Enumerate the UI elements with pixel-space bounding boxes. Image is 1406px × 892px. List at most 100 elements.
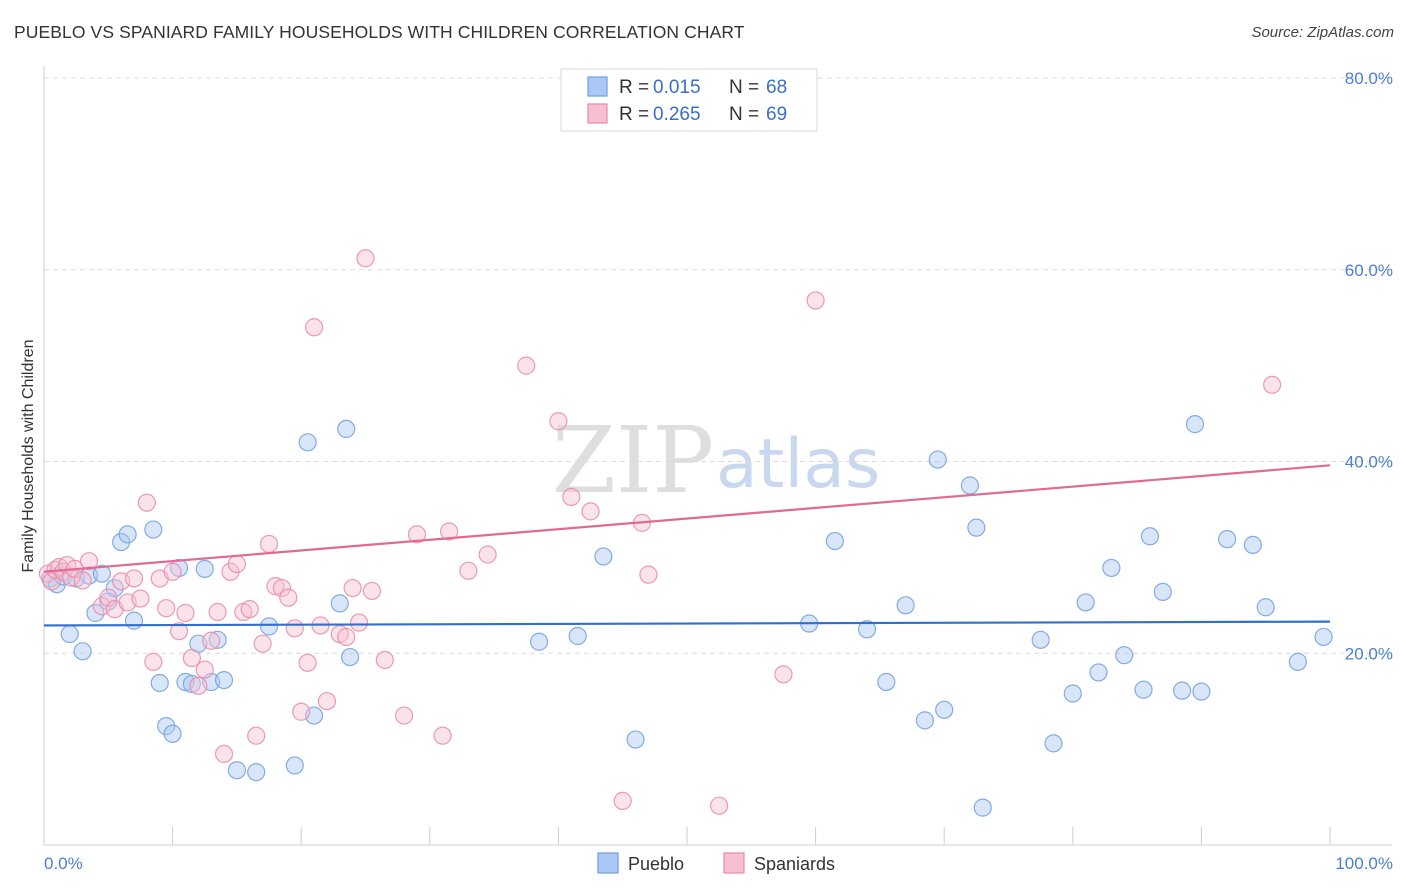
pueblo-point-13 bbox=[124, 611, 144, 630]
pueblo-point-38 bbox=[626, 730, 645, 749]
pueblo-point-14 bbox=[144, 520, 163, 539]
data-points bbox=[38, 249, 1333, 817]
spaniards-point-26 bbox=[195, 660, 214, 679]
spaniards-point-28 bbox=[208, 602, 227, 622]
y-tick-label-2: 60.0% bbox=[1345, 261, 1393, 280]
spaniards-point-36 bbox=[259, 534, 279, 554]
source-credit: Source: ZipAtlas.com bbox=[1251, 24, 1394, 41]
pueblo-point-44 bbox=[915, 711, 935, 730]
spaniards-point-31 bbox=[227, 554, 246, 574]
legend-n-label-pueblo: N = bbox=[729, 77, 759, 98]
pueblo-point-45 bbox=[928, 450, 947, 469]
pueblo-point-57 bbox=[1134, 680, 1153, 699]
pueblo-point-17 bbox=[163, 724, 182, 743]
spaniards-point-11 bbox=[99, 588, 118, 607]
pueblo-point-67 bbox=[1314, 627, 1333, 647]
spaniards-point-49 bbox=[349, 613, 369, 632]
spaniards-point-67 bbox=[774, 665, 793, 684]
spaniards-point-66 bbox=[710, 796, 729, 815]
legend-n-value-pueblo: 68 bbox=[766, 77, 787, 98]
pueblo-point-37 bbox=[594, 547, 613, 566]
y-axis-label: Family Households with Children bbox=[20, 340, 37, 573]
x-tick-label-1: 100.0% bbox=[1335, 854, 1393, 873]
series-legend-label-pueblo: Pueblo bbox=[628, 854, 684, 874]
y-tick-label-3: 80.0% bbox=[1345, 69, 1393, 88]
spaniards-point-65 bbox=[639, 565, 658, 584]
legend-n-label-spaniards: N = bbox=[729, 104, 759, 125]
spaniards-point-20 bbox=[157, 599, 176, 618]
pueblo-point-35 bbox=[530, 632, 549, 651]
pueblo-point-56 bbox=[1115, 646, 1134, 665]
series-legend-swatch-pueblo bbox=[597, 852, 619, 874]
spaniards-point-59 bbox=[517, 356, 536, 375]
trend-lines bbox=[43, 464, 1331, 627]
pueblo-point-51 bbox=[1044, 734, 1063, 753]
pueblo-point-36 bbox=[568, 626, 587, 646]
y-tick-label-0: 20.0% bbox=[1345, 644, 1393, 663]
spaniards-point-39 bbox=[279, 588, 298, 607]
spaniards-point-69 bbox=[1263, 375, 1282, 394]
spaniards-point-9 bbox=[79, 552, 99, 571]
spaniards-point-52 bbox=[375, 650, 394, 670]
pueblo-point-62 bbox=[1192, 682, 1211, 701]
pueblo-point-10 bbox=[105, 578, 124, 598]
spaniards-point-33 bbox=[240, 600, 259, 619]
pueblo-point-49 bbox=[973, 798, 992, 817]
legend-swatch-spaniards bbox=[587, 103, 608, 124]
spaniards-point-68 bbox=[806, 291, 825, 310]
spaniards-trend-line bbox=[43, 464, 1331, 573]
pueblo-point-7 bbox=[86, 603, 105, 623]
spaniards-point-55 bbox=[433, 726, 452, 745]
series-legend: Pueblo Spaniards bbox=[597, 852, 835, 874]
spaniards-point-38 bbox=[272, 578, 292, 598]
x-tick-label-0: 0.0% bbox=[44, 854, 83, 873]
y-tick-label-1: 40.0% bbox=[1345, 453, 1393, 472]
spaniards-point-63 bbox=[613, 791, 632, 810]
pueblo-point-63 bbox=[1218, 530, 1237, 549]
pueblo-point-30 bbox=[298, 433, 317, 452]
pueblo-point-29 bbox=[285, 756, 304, 775]
spaniards-point-25 bbox=[189, 676, 208, 695]
legend-n-value-spaniards: 69 bbox=[766, 104, 787, 125]
pueblo-point-24 bbox=[208, 630, 227, 649]
spaniards-point-48 bbox=[343, 578, 362, 598]
pueblo-point-48 bbox=[967, 518, 986, 537]
spaniards-point-53 bbox=[394, 706, 414, 725]
spaniards-point-62 bbox=[581, 502, 600, 521]
pueblo-point-66 bbox=[1288, 652, 1307, 671]
spaniards-point-16 bbox=[131, 589, 150, 608]
axes bbox=[43, 66, 1392, 846]
spaniards-point-57 bbox=[459, 561, 478, 580]
y-tick-labels: 20.0% 40.0% 60.0% 80.0% bbox=[1345, 69, 1393, 663]
series-legend-label-spaniards: Spaniards bbox=[754, 854, 835, 874]
pueblo-point-28 bbox=[259, 617, 279, 636]
pueblo-point-55 bbox=[1102, 558, 1121, 578]
pueblo-point-46 bbox=[935, 700, 954, 719]
spaniards-point-29 bbox=[214, 744, 234, 764]
spaniards-point-61 bbox=[562, 487, 581, 507]
spaniards-point-23 bbox=[176, 603, 195, 623]
legend-r-value-pueblo: 0.015 bbox=[653, 77, 701, 98]
pueblo-point-32 bbox=[330, 594, 349, 613]
pueblo-point-47 bbox=[960, 476, 980, 495]
chart-title: PUEBLO VS SPANIARD FAMILY HOUSEHOLDS WIT… bbox=[14, 22, 745, 42]
spaniards-point-15 bbox=[124, 569, 144, 588]
legend-r-label-pueblo: R = bbox=[619, 77, 649, 98]
pueblo-point-8 bbox=[92, 564, 111, 583]
legend-swatch-pueblo bbox=[587, 76, 608, 97]
spaniards-point-60 bbox=[549, 412, 568, 431]
spaniards-point-51 bbox=[362, 581, 382, 601]
spaniards-point-18 bbox=[144, 652, 163, 671]
spaniards-point-24 bbox=[182, 648, 201, 668]
spaniards-point-54 bbox=[407, 525, 427, 544]
pueblo-point-42 bbox=[877, 672, 896, 692]
pueblo-point-59 bbox=[1153, 582, 1172, 601]
pueblo-point-53 bbox=[1076, 593, 1095, 612]
pueblo-point-58 bbox=[1140, 527, 1160, 546]
gridlines bbox=[44, 77, 1392, 654]
pueblo-point-64 bbox=[1243, 535, 1262, 555]
pueblo-point-65 bbox=[1256, 598, 1275, 617]
spaniards-point-22 bbox=[169, 622, 189, 641]
pueblo-point-26 bbox=[227, 761, 246, 780]
